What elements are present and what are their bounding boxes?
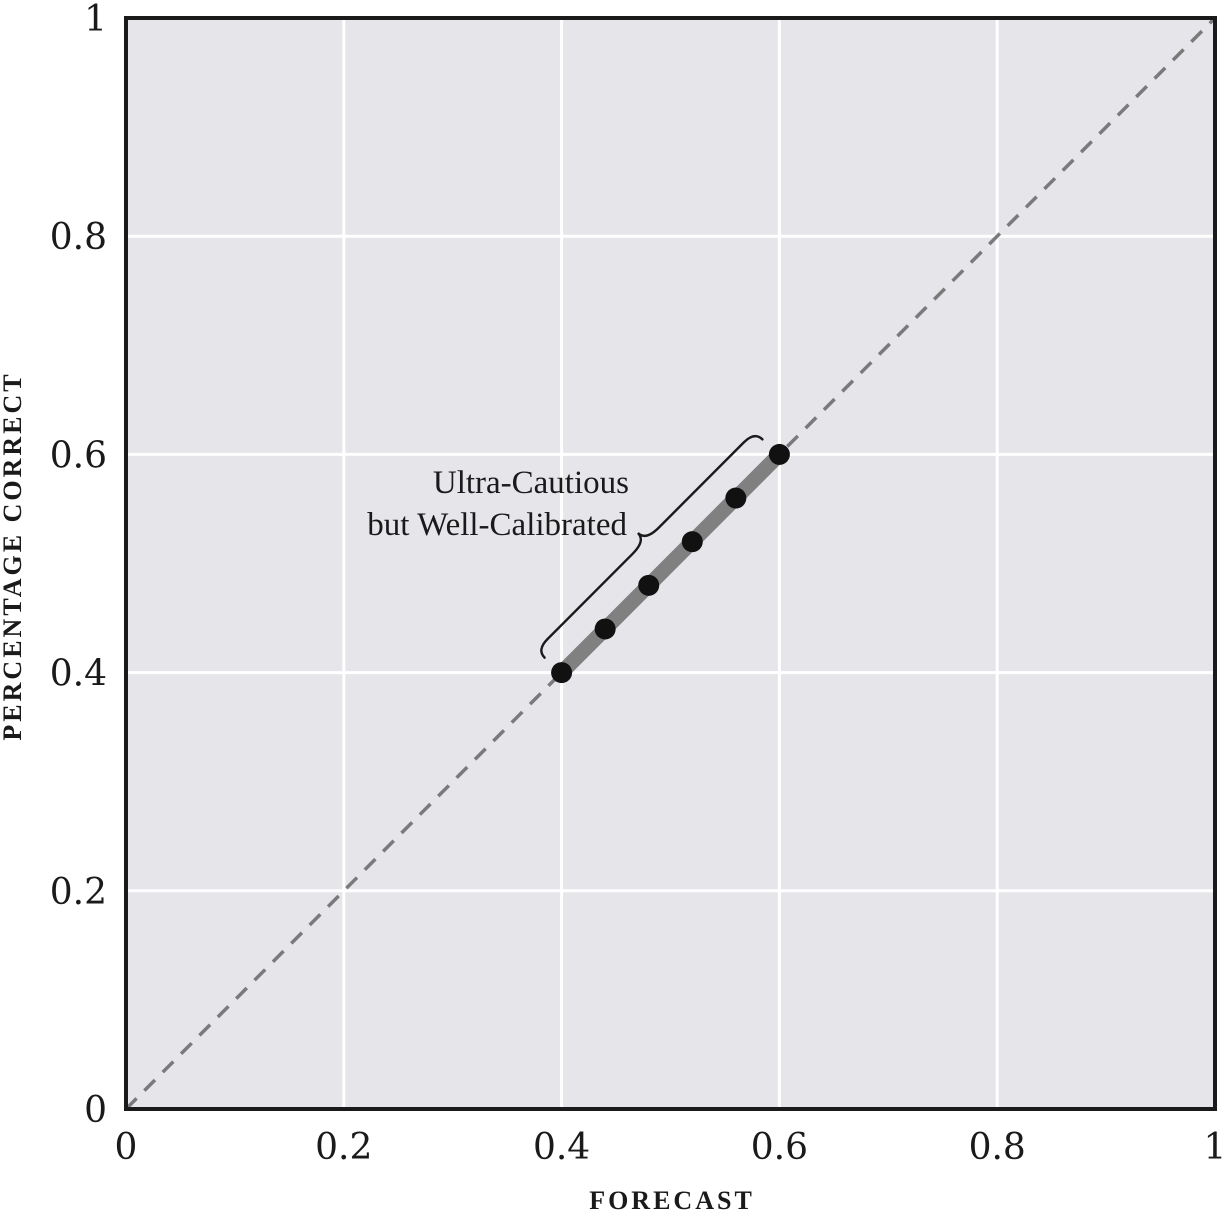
data-point-3 [638,574,660,596]
y-tick-label-5: 1 [84,0,107,40]
annotation-brace [540,434,764,659]
data-point-4 [681,531,703,553]
x-tick-label-4: 0.8 [969,1127,1026,1168]
y-axis-title: PERCENTAGE CORRECT [0,371,27,740]
x-axis-ticks: 0 0.2 0.4 0.6 0.8 1 [115,1127,1225,1168]
data-point-1 [551,662,573,684]
plot-frame [124,16,1217,1111]
y-tick-label-2: 0.4 [50,654,107,695]
y-axis-ticks: 0 0.2 0.4 0.6 0.8 1 [50,0,107,1131]
perfect-calibration-line [124,16,1217,1111]
x-tick-label-5: 1 [1204,1127,1225,1168]
y-tick-label-3: 0.6 [50,435,107,476]
x-tick-label-0: 0 [115,1127,138,1168]
data-point-6 [768,443,790,465]
x-tick-label-3: 0.6 [751,1127,808,1168]
x-tick-label-1: 0.2 [315,1127,372,1168]
annotation-line-1: Ultra-Cautious [433,465,629,501]
y-tick-label-4: 0.8 [50,217,107,258]
annotation-line-2: but Well-Calibrated [367,507,627,543]
y-tick-label-1: 0.2 [50,872,107,913]
y-tick-label-0: 0 [84,1090,107,1131]
data-point-5 [725,487,747,509]
data-point-2 [594,618,616,640]
grid-lines [126,18,1215,1109]
x-axis-title: FORECAST [589,1186,755,1214]
data-points [551,443,790,684]
x-tick-label-2: 0.4 [533,1127,590,1168]
